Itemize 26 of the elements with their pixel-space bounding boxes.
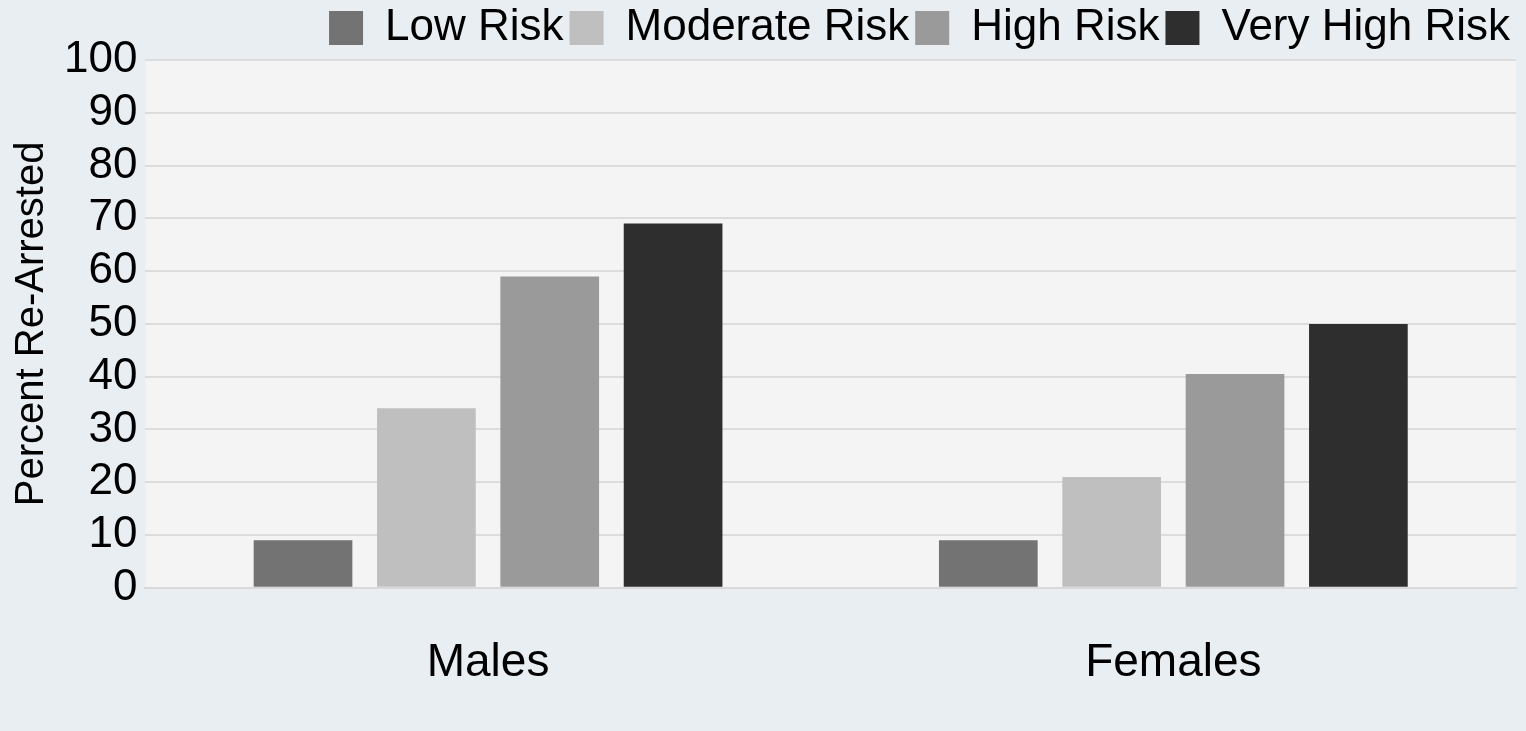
y-tick-label: 80 <box>88 137 138 187</box>
bar <box>1309 323 1408 587</box>
bar <box>938 540 1038 587</box>
x-tick-label: Females <box>1085 634 1262 687</box>
y-tick-label: 40 <box>88 348 138 398</box>
bar <box>500 276 600 587</box>
legend-label: High Risk <box>971 0 1161 50</box>
bar <box>1185 374 1285 587</box>
bar <box>1062 476 1162 587</box>
legend-label: Very High Risk <box>1221 0 1511 50</box>
y-tick-label: 50 <box>88 296 138 346</box>
y-tick-label: 30 <box>88 401 138 451</box>
bar <box>623 223 723 587</box>
y-tick-label: 60 <box>88 243 138 293</box>
y-tick-label: 90 <box>88 84 138 134</box>
y-tick-label: 100 <box>63 32 138 82</box>
y-tick-label: 70 <box>88 190 138 240</box>
legend-label: Moderate Risk <box>625 0 911 50</box>
legend-label: Low Risk <box>385 0 565 50</box>
y-tick-label: 20 <box>88 454 138 504</box>
y-tick-label: 0 <box>112 559 138 609</box>
x-tick-label: Males <box>426 634 550 687</box>
bar <box>253 540 353 587</box>
y-axis-title: Percent Re-Arrested <box>7 141 52 507</box>
bar <box>377 408 476 587</box>
y-tick-label: 10 <box>88 507 138 557</box>
